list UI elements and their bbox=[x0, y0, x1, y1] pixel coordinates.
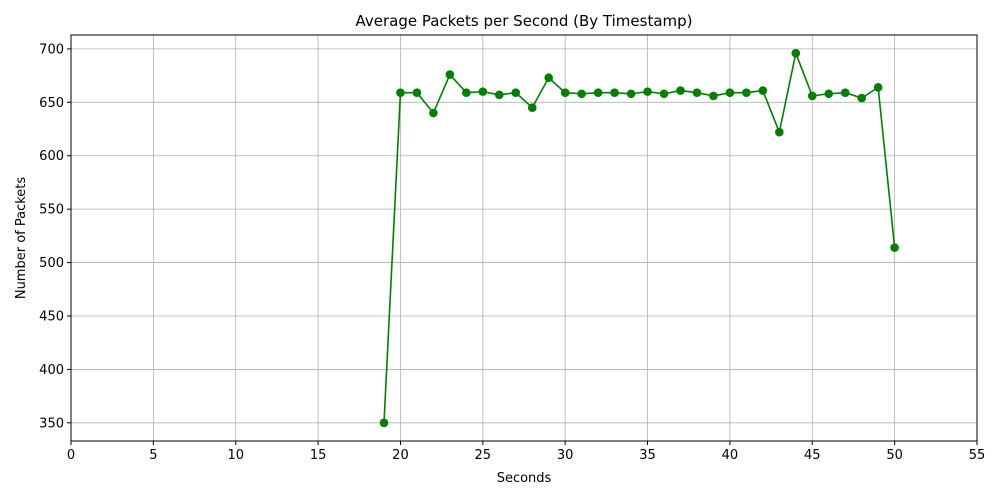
y-axis-title: Number of Packets bbox=[14, 177, 29, 300]
data-point bbox=[544, 73, 554, 83]
y-axis: 350 400 450 500 550 600 650 700 bbox=[39, 42, 71, 431]
data-point bbox=[626, 89, 636, 99]
data-point bbox=[511, 88, 521, 97]
x-tick-label: 55 bbox=[969, 448, 986, 463]
plot-frame bbox=[70, 34, 978, 442]
data-point bbox=[494, 90, 504, 100]
y-tick-label: 700 bbox=[39, 42, 64, 57]
x-axis-title: Seconds bbox=[497, 471, 552, 486]
data-point bbox=[676, 86, 685, 95]
series-line bbox=[383, 50, 896, 423]
chart-title: Average Packets per Second (By Timestamp… bbox=[355, 12, 692, 30]
data-point bbox=[709, 91, 718, 101]
x-tick-label: 40 bbox=[722, 448, 739, 463]
y-tick-label: 400 bbox=[39, 363, 64, 378]
data-point bbox=[412, 88, 422, 97]
data-point bbox=[840, 88, 850, 97]
x-axis: 0 5 10 15 20 25 30 35 40 45 50 55 bbox=[67, 441, 985, 463]
data-point bbox=[758, 86, 768, 95]
x-tick-label: 5 bbox=[149, 448, 157, 463]
data-point bbox=[593, 88, 603, 97]
data-point bbox=[890, 243, 899, 252]
data-point bbox=[742, 88, 751, 97]
x-tick-label: 45 bbox=[804, 448, 821, 463]
data-point bbox=[478, 87, 488, 96]
series-packets bbox=[379, 48, 899, 428]
grid-lines bbox=[70, 35, 978, 441]
x-tick-label: 0 bbox=[67, 448, 75, 463]
data-point bbox=[610, 88, 619, 97]
y-tick-label: 450 bbox=[39, 309, 64, 324]
y-tick-label: 550 bbox=[39, 203, 64, 218]
data-point bbox=[396, 88, 405, 97]
y-tick-label: 500 bbox=[39, 256, 64, 271]
data-point bbox=[692, 88, 702, 97]
data-point bbox=[873, 83, 883, 92]
data-point bbox=[659, 89, 669, 99]
data-point bbox=[445, 70, 455, 79]
data-point bbox=[560, 88, 570, 97]
y-tick-label: 650 bbox=[39, 96, 64, 111]
data-point bbox=[824, 89, 834, 99]
x-tick-label: 30 bbox=[557, 448, 574, 463]
x-tick-label: 15 bbox=[310, 448, 327, 463]
data-point bbox=[725, 88, 735, 97]
x-tick-label: 50 bbox=[886, 448, 903, 463]
x-tick-label: 10 bbox=[227, 448, 244, 463]
data-point bbox=[379, 418, 389, 428]
data-point bbox=[462, 88, 471, 97]
data-point bbox=[807, 91, 817, 101]
y-tick-label: 350 bbox=[39, 416, 64, 431]
data-point bbox=[643, 87, 652, 96]
x-tick-label: 20 bbox=[392, 448, 409, 463]
data-point bbox=[527, 103, 537, 112]
data-point bbox=[429, 108, 438, 118]
x-tick-label: 25 bbox=[475, 448, 492, 463]
data-point bbox=[857, 93, 866, 103]
y-tick-label: 600 bbox=[39, 149, 64, 164]
data-point bbox=[577, 89, 586, 99]
data-point bbox=[775, 127, 784, 137]
data-point bbox=[791, 48, 801, 58]
x-tick-label: 35 bbox=[639, 448, 656, 463]
